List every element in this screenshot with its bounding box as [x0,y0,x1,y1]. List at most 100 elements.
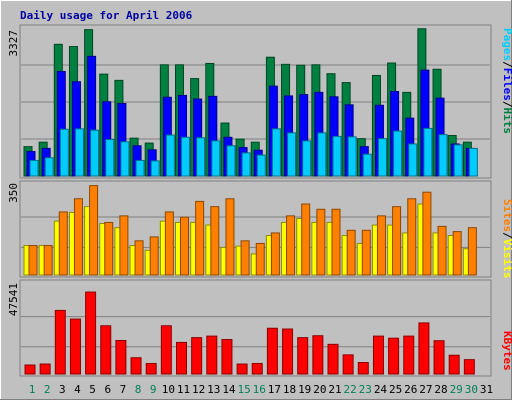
visits-ymax-label: 350 [7,183,20,203]
x-label-day-25: 25 [389,383,402,396]
bar-sites-day-10 [164,211,174,276]
bar-sites-day-1 [28,245,38,276]
x-label-day-20: 20 [313,383,326,396]
bar-pages-day-10 [165,134,175,177]
bar-pages-day-9 [150,160,160,177]
bar-pages-day-4 [74,128,84,177]
x-label-day-19: 19 [298,383,311,396]
bar-sites-day-15 [240,240,250,276]
bar-kbytes-day-8 [130,357,142,375]
x-label-day-24: 24 [374,383,388,396]
kbytes-ymax-label: 47541 [7,283,20,316]
bar-kbytes-day-1 [24,364,36,375]
bar-sites-day-3 [58,211,68,276]
x-label-day-8: 8 [135,383,142,396]
bar-sites-day-22 [346,229,356,276]
bar-kbytes-day-5 [85,291,97,375]
bar-sites-day-25 [392,206,402,276]
bar-kbytes-day-18 [282,328,294,375]
x-label-day-21: 21 [328,383,341,396]
bar-sites-day-16 [255,242,265,276]
bar-kbytes-day-7 [115,340,127,375]
x-label-day-16: 16 [253,383,266,396]
bar-pages-day-27 [423,127,433,177]
bar-sites-day-8 [134,240,144,276]
bar-sites-day-13 [210,206,220,276]
bar-pages-day-30 [468,147,478,177]
x-label-day-12: 12 [192,383,205,396]
x-label-day-26: 26 [404,383,417,396]
bar-sites-day-18 [286,215,296,276]
bar-pages-day-6 [105,139,115,177]
x-label-day-14: 14 [222,383,236,396]
bar-kbytes-day-2 [39,363,51,375]
bar-pages-day-18 [287,132,297,177]
x-label-day-31: 31 [480,383,493,396]
bar-pages-day-13 [211,140,221,177]
bar-sites-day-27 [422,191,432,276]
x-label-day-6: 6 [104,383,111,396]
bar-pages-day-11 [181,136,190,177]
bar-sites-day-11 [180,216,189,276]
x-label-day-7: 7 [120,383,127,396]
x-label-day-30: 30 [465,383,478,396]
bar-sites-day-5 [89,185,99,276]
bar-pages-day-8 [135,159,145,177]
bar-kbytes-day-16 [251,362,263,375]
bar-sites-day-23 [361,229,371,276]
bar-pages-day-7 [120,141,130,177]
bar-pages-day-26 [408,143,418,177]
x-label-day-17: 17 [268,383,281,396]
bar-sites-day-9 [149,236,159,276]
bar-sites-day-17 [270,232,280,276]
bar-kbytes-day-20 [312,335,324,375]
bar-sites-day-19 [301,203,311,276]
bar-sites-day-21 [331,208,341,276]
bar-sites-day-14 [225,198,235,276]
x-label-day-3: 3 [59,383,66,396]
legend-kbytes: KBytes [501,331,512,371]
bar-pages-day-24 [377,138,387,177]
bar-kbytes-day-27 [418,322,430,375]
chart-title: Daily usage for April 2006 [20,9,193,22]
x-label-day-1: 1 [29,383,36,396]
bar-kbytes-day-28 [433,340,445,375]
bar-kbytes-day-29 [448,354,460,375]
legend-visits-panel: Sites/Visits [501,199,512,279]
x-label-day-5: 5 [89,383,96,396]
bar-kbytes-day-11 [176,341,187,375]
bar-kbytes-day-21 [327,343,339,375]
bar-sites-day-12 [195,200,205,276]
bar-pages-day-21 [332,135,342,177]
bar-sites-day-29 [452,231,462,276]
legend-sites: Sites [501,199,512,232]
bar-sites-day-2 [43,245,53,276]
bar-kbytes-day-19 [297,337,309,375]
bar-sites-day-4 [73,198,83,276]
bar-kbytes-day-9 [145,362,157,375]
bar-sites-day-7 [119,215,129,276]
x-label-day-28: 28 [434,383,447,396]
legend-hits-panel: Pages/Files/Hits [501,28,512,134]
bar-kbytes-day-4 [69,318,81,375]
bar-kbytes-day-26 [403,335,415,375]
bar-sites-day-20 [316,208,326,276]
x-axis-labels: 1 2 3 4 5 6 7 8 9 10 11 12 13 14 15 16 17 18 19 20 21 22 23 24 2… [29,383,493,396]
bar-kbytes-day-30 [463,359,475,375]
bar-pages-day-2 [44,157,54,177]
bar-pages-day-3 [59,128,69,177]
x-label-day-9: 9 [150,383,157,396]
bar-kbytes-day-14 [221,339,233,375]
bar-pages-day-5 [90,129,100,177]
bar-sites-day-30 [467,227,477,276]
x-label-day-11: 11 [177,383,190,396]
legend-visits: Visits [501,239,512,279]
bar-kbytes-day-25 [388,337,400,375]
bar-pages-day-1 [29,159,39,177]
legend-pages: Pages [501,28,512,61]
bar-pages-day-23 [362,153,372,177]
x-label-day-23: 23 [359,383,372,396]
x-label-day-27: 27 [419,383,432,396]
bar-kbytes-day-10 [160,325,172,375]
bar-kbytes-day-23 [357,362,369,375]
